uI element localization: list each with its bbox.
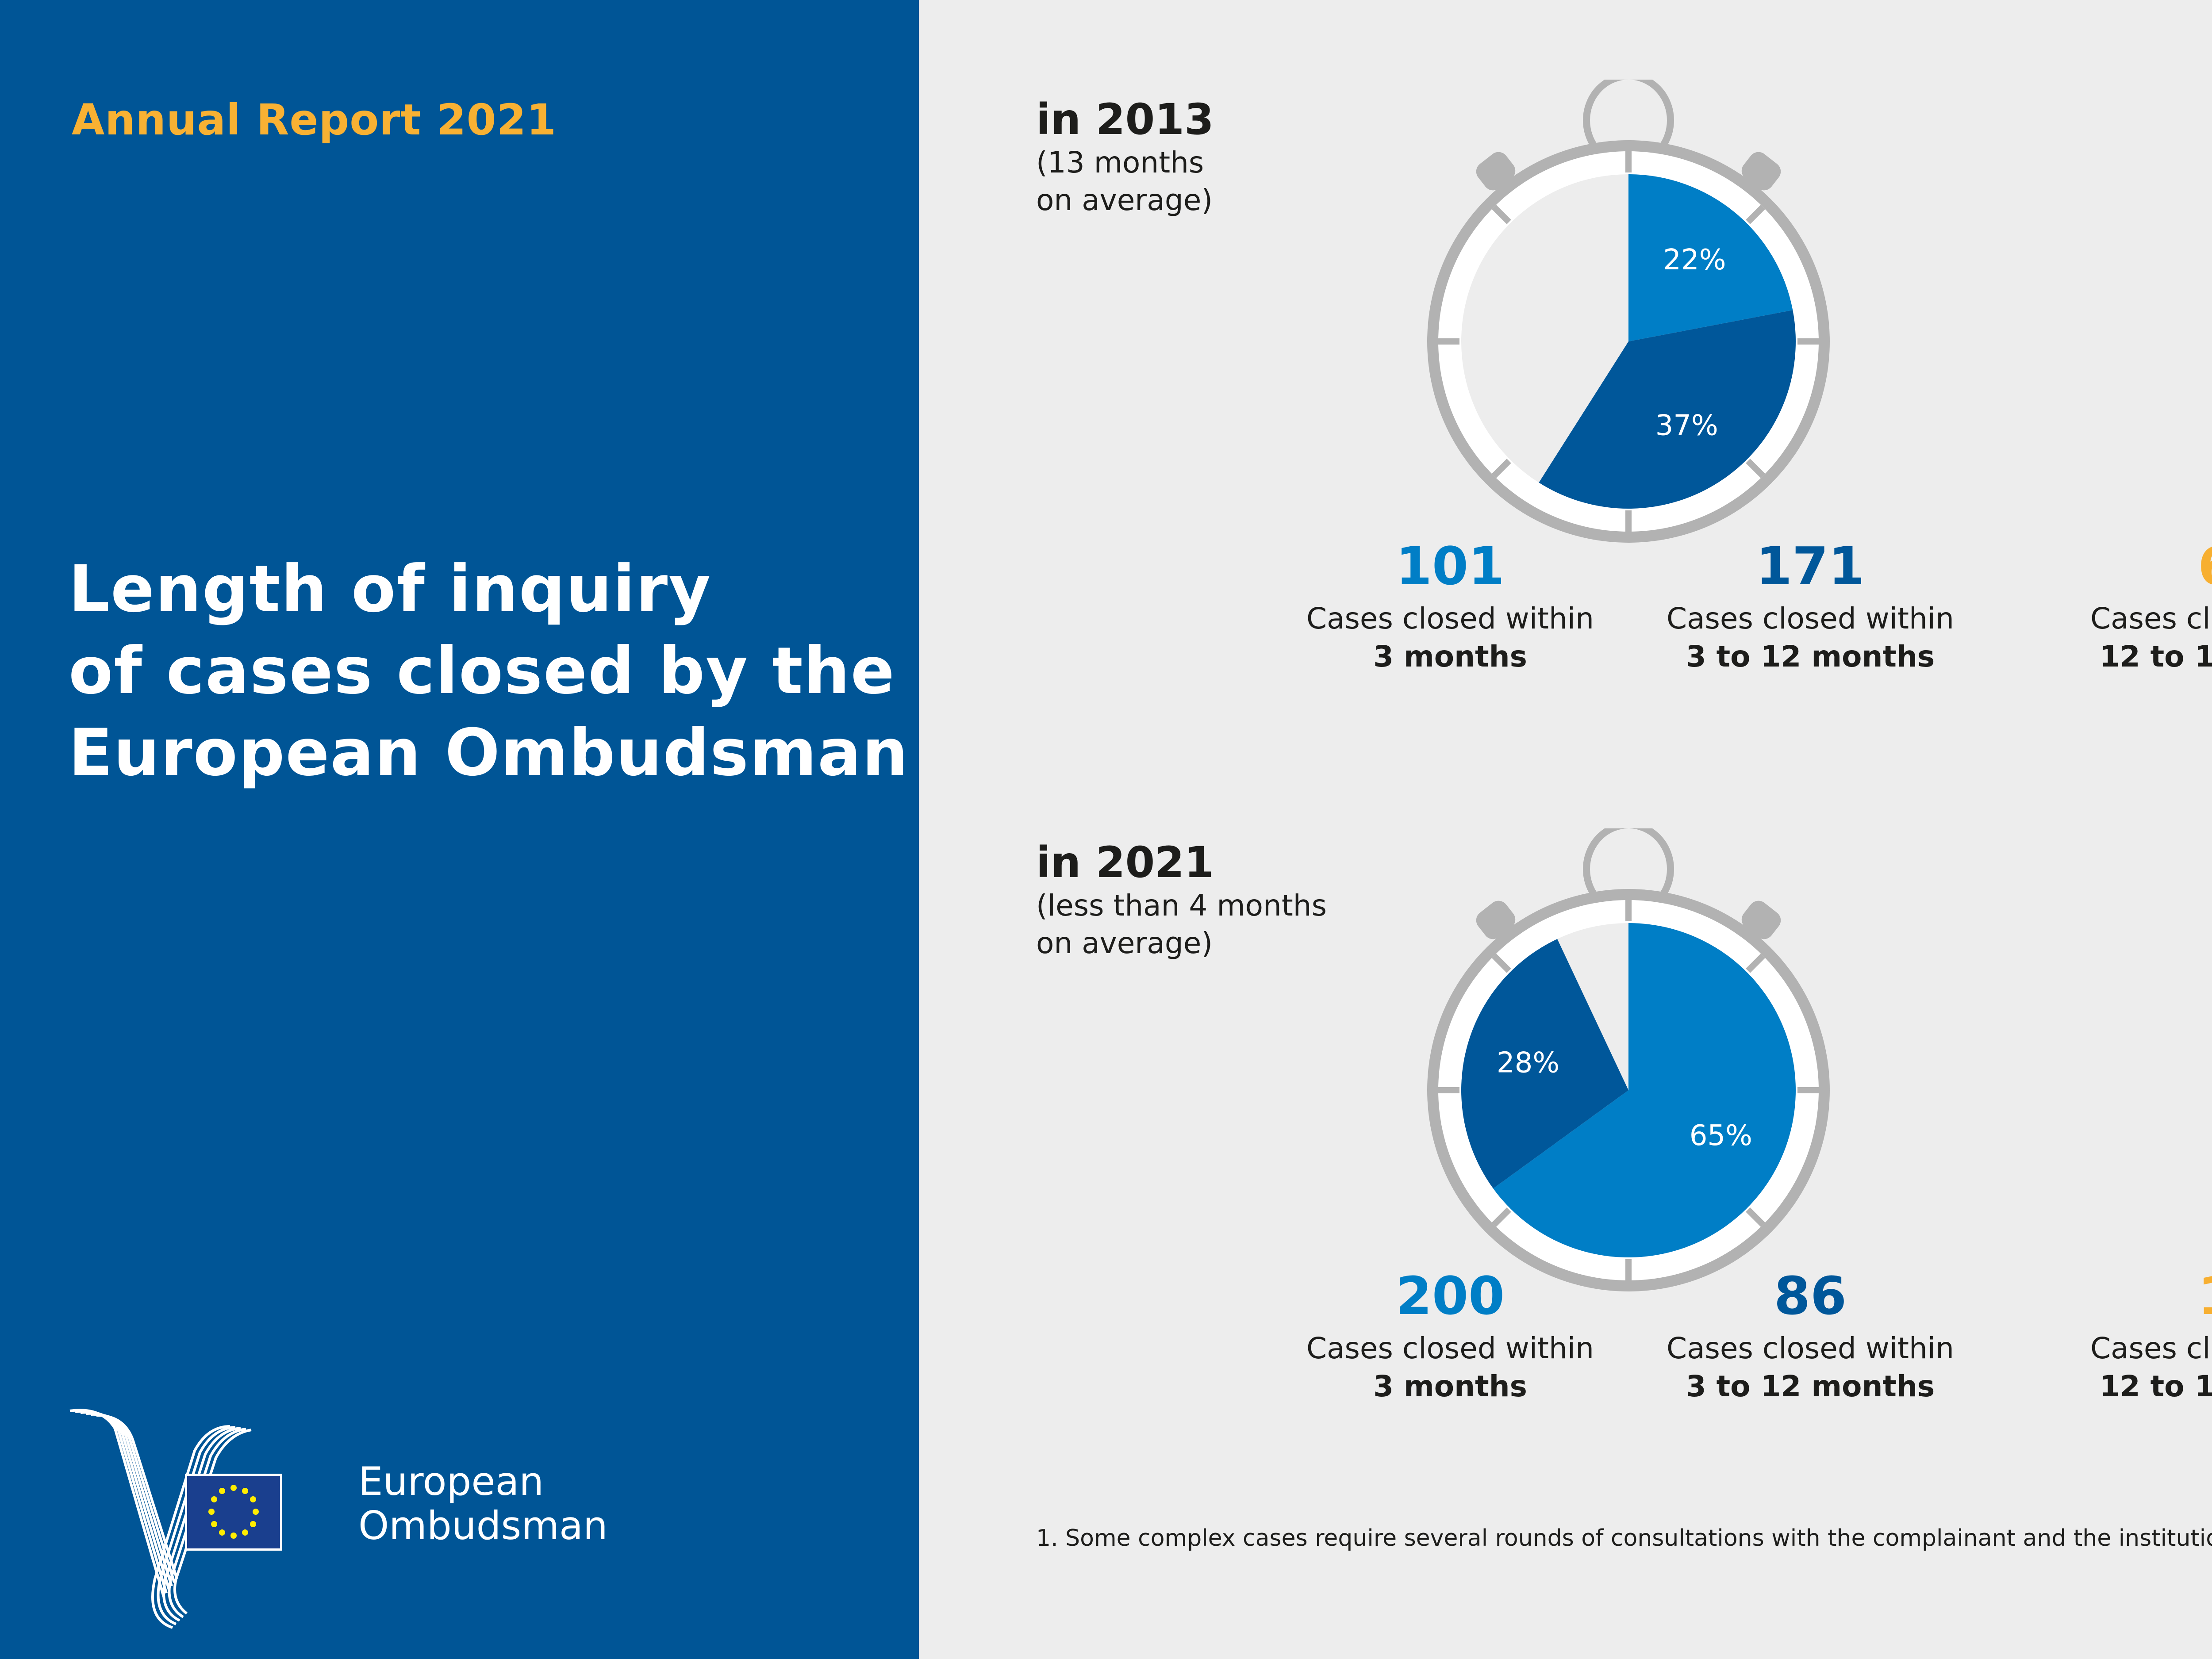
- stat-label: Cases closed within 3 months: [1251, 1329, 1649, 1406]
- stopwatch-button-icon: [1476, 152, 1516, 191]
- page-title-line: European Ombudsman: [69, 715, 909, 790]
- pie-slice-label: 28%: [1497, 1046, 1559, 1079]
- stopwatch-tick: [1746, 1207, 1766, 1227]
- stopwatch-tick: [1746, 459, 1766, 479]
- stopwatch-tick: [1491, 1207, 1511, 1227]
- stopwatch-tick: [1491, 953, 1511, 973]
- report-label: Annual Report 2021: [72, 95, 557, 145]
- pie-slice-label: 37%: [1655, 409, 1718, 442]
- stat-label-line1: Cases closed within: [2090, 1331, 2212, 1365]
- stat-2021-12-to-18-months: 17 Cases closed within 12 to 18 months: [2035, 1265, 2212, 1406]
- stat-label-line2: 12 to 18 months: [2099, 640, 2212, 674]
- page-title: Length of inquiry of cases closed by the…: [69, 548, 909, 794]
- pie-slice-1: [1628, 174, 1793, 341]
- pie-slice-1: [1493, 923, 1796, 1257]
- stat-2013-12-to-18-months: 65 Cases closed within 12 to 18 months: [2035, 535, 2212, 676]
- pie-slice-label: 65%: [1690, 1119, 1752, 1152]
- stopwatch-tick: [1491, 459, 1511, 479]
- stat-value: 17: [2035, 1265, 2212, 1327]
- stat-label: Cases closed within 3 to 12 months: [1611, 600, 2009, 676]
- stat-2013-3-to-12-months: 171 Cases closed within 3 to 12 months: [1611, 535, 2009, 676]
- stopwatch-tick: [1491, 204, 1511, 224]
- sidebar: Annual Report 2021 Length of inquiry of …: [0, 0, 919, 1659]
- stat-label-line1: Cases closed within: [1667, 1331, 1954, 1365]
- stopwatch-pie-2013-within-12-months: 22% 37%: [1427, 80, 1830, 543]
- stat-2021-within-3-months: 200 Cases closed within 3 months: [1251, 1265, 1649, 1406]
- european-ombudsman-logo-icon: [69, 1409, 282, 1629]
- year-subtitle: on average): [1036, 926, 1213, 960]
- stat-value: 171: [1755, 536, 1865, 597]
- stat-label: Cases closed within 12 to 18 months: [2035, 1329, 2212, 1406]
- stat-label-line2: 3 to 12 months: [1686, 640, 1935, 674]
- logo-text-line2: Ombudsman: [358, 1503, 608, 1548]
- stat-value: 65: [2035, 535, 2212, 597]
- year-title: in 2013: [1036, 95, 1214, 144]
- stat-label-line1: Cases closed within: [2090, 602, 2212, 636]
- stat-value: 101: [1395, 536, 1505, 597]
- page-title-line: Length of inquiry: [69, 552, 712, 627]
- stat-label-line1: Cases closed within: [1306, 1331, 1594, 1365]
- stat-value: 200: [1395, 1265, 1505, 1326]
- stat-label-line2: 3 to 12 months: [1686, 1369, 1935, 1403]
- logo-text-line1: European: [358, 1459, 544, 1504]
- year-subtitle: on average): [1036, 183, 1213, 217]
- stopwatch-pie-2021-within-12-months: 65% 28%: [1427, 828, 1830, 1291]
- stopwatch-button-icon: [1741, 152, 1781, 191]
- stat-label-line1: Cases closed within: [1306, 602, 1594, 636]
- footnote: 1. Some complex cases require several ro…: [1036, 1525, 2212, 1552]
- stopwatch-pie-2013-after-12-months: 14%27%: [2192, 80, 2212, 557]
- stopwatch-button-icon: [1476, 900, 1516, 939]
- stopwatch-pie-2021-after-12-months: 6%1%: [2192, 828, 2212, 1306]
- year-2013-heading: in 2013 (13 months on average): [1036, 95, 1214, 219]
- stat-label: Cases closed within 3 months: [1251, 600, 1649, 676]
- stopwatch-tick: [1746, 953, 1766, 973]
- stat-2021-3-to-12-months: 86 Cases closed within 3 to 12 months: [1611, 1265, 2009, 1406]
- year-title: in 2021: [1036, 838, 1214, 887]
- stat-label-line2: 3 months: [1373, 640, 1527, 674]
- stat-2013-within-3-months: 101 Cases closed within 3 months: [1251, 535, 1649, 676]
- stat-label-line1: Cases closed within: [1667, 602, 1954, 636]
- stat-label-line2: 3 months: [1373, 1369, 1527, 1403]
- stopwatch-button-icon: [1741, 900, 1781, 939]
- eu-stars: [208, 1485, 259, 1539]
- pie-slice-2: [1461, 939, 1628, 1189]
- logo-text: European Ombudsman: [358, 1460, 608, 1548]
- stat-label: Cases closed within 3 to 12 months: [1611, 1329, 2009, 1406]
- year-2021-heading: in 2021 (less than 4 months on average): [1036, 838, 1327, 962]
- pie-slice-label: 22%: [1663, 244, 1726, 276]
- year-subtitle: (less than 4 months: [1036, 889, 1327, 923]
- stopwatch-tick: [1746, 204, 1766, 224]
- page-title-line: of cases closed by the: [69, 633, 895, 709]
- year-subtitle: (13 months: [1036, 146, 1204, 180]
- stat-label: Cases closed within 12 to 18 months: [2035, 600, 2212, 676]
- pie-slice-2: [1539, 310, 1796, 509]
- stat-value: 86: [1774, 1265, 1847, 1326]
- stat-label-line2: 12 to 18 months: [2099, 1369, 2212, 1403]
